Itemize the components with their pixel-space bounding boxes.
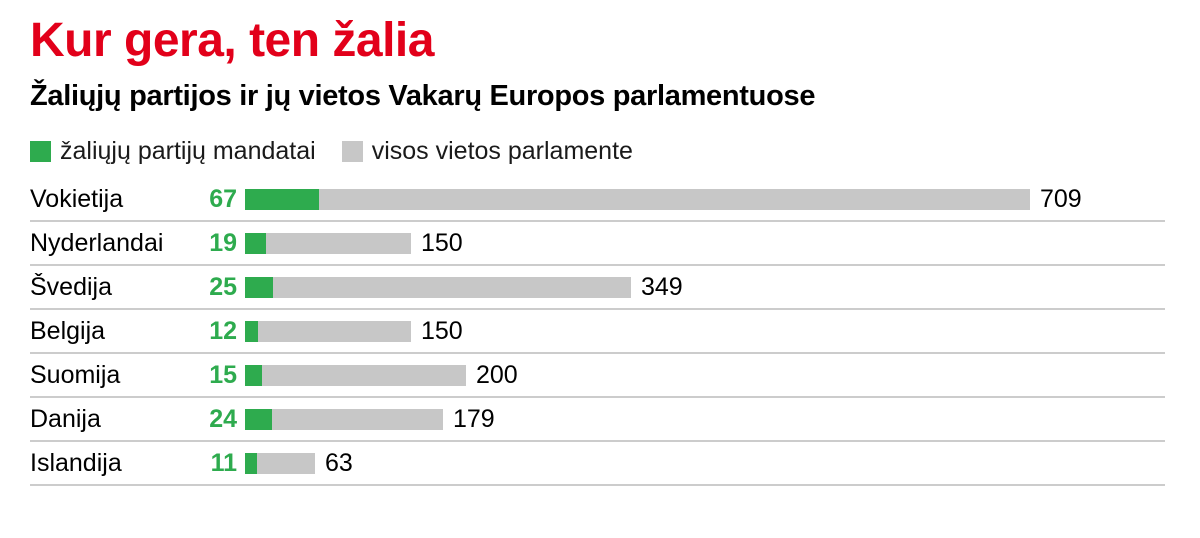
green-value: 12 bbox=[209, 316, 237, 345]
total-value: 179 bbox=[453, 404, 495, 433]
bar-track: 150 bbox=[245, 229, 1165, 258]
country-label: Belgija bbox=[30, 316, 106, 345]
total-bar bbox=[245, 232, 411, 254]
green-value: 19 bbox=[209, 228, 237, 257]
total-bar bbox=[245, 452, 315, 474]
table-row: Danija 24 179 bbox=[30, 398, 1165, 443]
table-row: Vokietija 67 709 bbox=[30, 178, 1165, 223]
green-value: 67 bbox=[209, 184, 237, 213]
table-row: Suomija 15 200 bbox=[30, 354, 1165, 399]
green-legend-label: žaliųjų partijų mandatai bbox=[60, 137, 316, 166]
table-row: Islandija 11 63 bbox=[30, 442, 1165, 487]
gray-legend-swatch-icon bbox=[341, 141, 363, 163]
country-label: Švedija bbox=[30, 272, 112, 301]
green-value: 11 bbox=[210, 448, 237, 477]
total-value: 63 bbox=[325, 448, 353, 477]
green-value: 25 bbox=[209, 272, 237, 301]
total-bar bbox=[245, 364, 466, 386]
green-value: 15 bbox=[209, 360, 237, 389]
chart-subtitle: Žaliųjų partijos ir jų vietos Vakarų Eur… bbox=[30, 80, 816, 113]
green-bar bbox=[245, 452, 257, 474]
total-bar bbox=[245, 276, 631, 298]
total-bar bbox=[245, 408, 443, 430]
country-label: Vokietija bbox=[30, 184, 124, 213]
country-label: Islandija bbox=[30, 448, 122, 477]
bar-track: 63 bbox=[245, 449, 1165, 478]
table-row: Nyderlandai 19 150 bbox=[30, 222, 1165, 267]
green-bar bbox=[245, 276, 273, 298]
page-title: Kur gera, ten žalia bbox=[30, 14, 434, 67]
chart-rows: Vokietija 67 709 Nyderlandai 19 150 Šved… bbox=[30, 178, 1165, 487]
total-value: 150 bbox=[421, 316, 463, 345]
green-bar bbox=[245, 188, 319, 210]
green-bar bbox=[245, 408, 272, 430]
green-legend-swatch-icon bbox=[30, 141, 51, 163]
green-bar bbox=[245, 232, 266, 254]
table-row: Švedija 25 349 bbox=[30, 266, 1165, 311]
green-value: 24 bbox=[209, 404, 237, 433]
country-label: Suomija bbox=[30, 360, 121, 389]
table-row: Belgija 12 150 bbox=[30, 310, 1165, 355]
total-bar bbox=[245, 320, 411, 342]
green-bar bbox=[245, 364, 262, 386]
bar-track: 179 bbox=[245, 405, 1165, 434]
bar-track: 150 bbox=[245, 317, 1165, 346]
country-label: Danija bbox=[30, 404, 101, 433]
total-value: 200 bbox=[476, 360, 518, 389]
total-bar bbox=[245, 188, 1030, 210]
total-value: 150 bbox=[421, 228, 463, 257]
green-bar bbox=[245, 320, 258, 342]
total-value: 349 bbox=[641, 272, 683, 301]
bar-track: 200 bbox=[245, 361, 1165, 390]
total-value: 709 bbox=[1040, 184, 1082, 213]
gray-legend-label: visos vietos parlamente bbox=[371, 137, 633, 166]
country-label: Nyderlandai bbox=[30, 228, 164, 257]
chart-legend: žaliųjų partijų mandatai visos vietos pa… bbox=[30, 137, 1165, 166]
bar-track: 349 bbox=[245, 273, 1165, 302]
bar-track: 709 bbox=[245, 185, 1165, 214]
